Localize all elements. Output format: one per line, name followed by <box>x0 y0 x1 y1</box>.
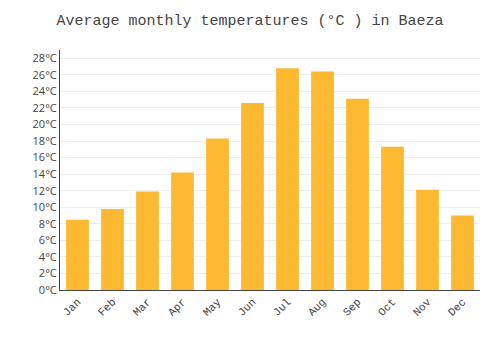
svg-text:Oct: Oct <box>376 296 398 318</box>
svg-text:20°C: 20°C <box>33 116 57 131</box>
svg-text:6°C: 6°C <box>39 232 57 247</box>
svg-text:Jan: Jan <box>61 296 83 318</box>
svg-text:2°C: 2°C <box>39 265 57 280</box>
svg-text:28°C: 28°C <box>33 50 57 65</box>
svg-text:4°C: 4°C <box>39 249 57 264</box>
svg-text:8°C: 8°C <box>39 216 57 231</box>
svg-text:24°C: 24°C <box>33 83 57 98</box>
svg-text:Nov: Nov <box>411 296 434 319</box>
svg-text:26°C: 26°C <box>33 67 57 82</box>
svg-text:Mar: Mar <box>131 296 153 318</box>
svg-text:14°C: 14°C <box>33 166 57 181</box>
svg-text:18°C: 18°C <box>33 133 57 148</box>
svg-text:22°C: 22°C <box>33 100 57 115</box>
svg-text:Feb: Feb <box>96 296 118 318</box>
svg-text:10°C: 10°C <box>33 199 57 214</box>
svg-text:16°C: 16°C <box>33 149 57 164</box>
svg-text:May: May <box>201 296 224 319</box>
svg-text:0°C: 0°C <box>39 282 57 297</box>
svg-text:Sep: Sep <box>341 296 363 318</box>
svg-text:Jun: Jun <box>236 296 258 318</box>
svg-text:Aug: Aug <box>306 296 328 318</box>
svg-text:Average monthly temperatures (: Average monthly temperatures (°C ) in Ba… <box>56 13 443 30</box>
svg-text:Jul: Jul <box>271 296 293 318</box>
svg-text:Dec: Dec <box>446 296 468 318</box>
svg-text:12°C: 12°C <box>33 183 57 198</box>
svg-text:Apr: Apr <box>166 296 188 318</box>
